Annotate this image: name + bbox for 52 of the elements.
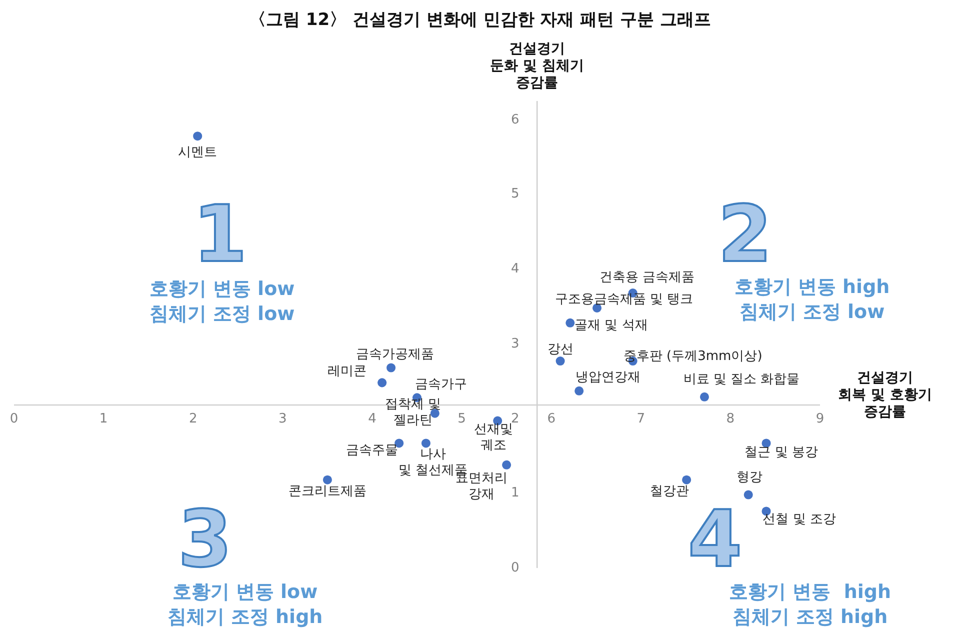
point bbox=[378, 378, 387, 388]
x-tick-label: 9 bbox=[816, 412, 824, 427]
annotation: 중후판 (두께3mm이상) bbox=[623, 349, 762, 366]
annotation: 선재및 궤조 bbox=[474, 422, 514, 454]
point bbox=[421, 438, 430, 448]
point bbox=[682, 475, 692, 484]
x-tick-label: 3 bbox=[278, 412, 287, 427]
annotation: 강선 bbox=[547, 342, 574, 358]
annotation: 콘크리트제품 bbox=[288, 484, 366, 500]
annotation: 호황기 변동 low 침체기 조정 low bbox=[149, 277, 295, 327]
point bbox=[502, 460, 512, 470]
x-tick-label: 4 bbox=[368, 412, 376, 427]
x-tick-label: 6 bbox=[547, 412, 556, 427]
y-tick-label: 4 bbox=[510, 262, 520, 277]
chart-title: 〈그림 12〉 건설경기 변화에 민감한 자재 패턴 구분 그래프 bbox=[248, 9, 712, 31]
annotation: 철강관 bbox=[650, 484, 690, 500]
annotation: 형강 bbox=[736, 470, 762, 486]
annotation: 건축용 금속제품 bbox=[599, 270, 694, 286]
x-tick-label: 1 bbox=[99, 412, 108, 427]
point bbox=[193, 132, 202, 141]
y-tick-label: 6 bbox=[510, 112, 520, 128]
annotation: 냉압연강재 bbox=[576, 370, 641, 386]
x-axis-title: 건설경기 회복 및 호황기 증감률 bbox=[838, 370, 932, 420]
annotation: 레미콘 bbox=[328, 364, 367, 380]
point bbox=[700, 392, 709, 402]
annotation: 구조용금속제품 및 탱크 bbox=[554, 292, 694, 308]
x-tick-label: 0 bbox=[10, 412, 18, 427]
annotation: 1 bbox=[192, 190, 248, 280]
point bbox=[744, 490, 753, 500]
point bbox=[574, 386, 584, 396]
annotation: 금속가구 bbox=[415, 376, 467, 393]
annotation: 접착제 및 젤라틴 bbox=[384, 397, 441, 430]
x-tick-label: 5 bbox=[458, 412, 466, 427]
annotation: 금속주물 bbox=[346, 443, 398, 460]
point bbox=[322, 475, 332, 484]
y-tick-label: 1 bbox=[510, 486, 520, 501]
point bbox=[386, 363, 396, 372]
annotation: 골재 및 석재 bbox=[574, 318, 648, 334]
y-tick-label: 0 bbox=[510, 560, 520, 576]
y-tick-label: 5 bbox=[510, 186, 520, 202]
x-tick-label: 2 bbox=[188, 412, 198, 427]
y-axis-title: 건설경기 둔화 및 침체기 증감률 bbox=[489, 41, 585, 92]
annotation: 비료 및 질소 화합물 bbox=[683, 372, 800, 388]
x-tick-label: 8 bbox=[726, 412, 735, 427]
y-tick-label: 3 bbox=[510, 336, 520, 352]
annotation: 선철 및 조강 bbox=[762, 512, 836, 528]
point bbox=[566, 318, 575, 328]
point bbox=[556, 356, 565, 366]
annotation: 금속가공제품 bbox=[356, 346, 434, 363]
annotation: 시멘트 bbox=[178, 145, 218, 162]
annotation: 철근 및 봉강 bbox=[744, 445, 818, 462]
x-tick-label: 7 bbox=[636, 412, 646, 427]
